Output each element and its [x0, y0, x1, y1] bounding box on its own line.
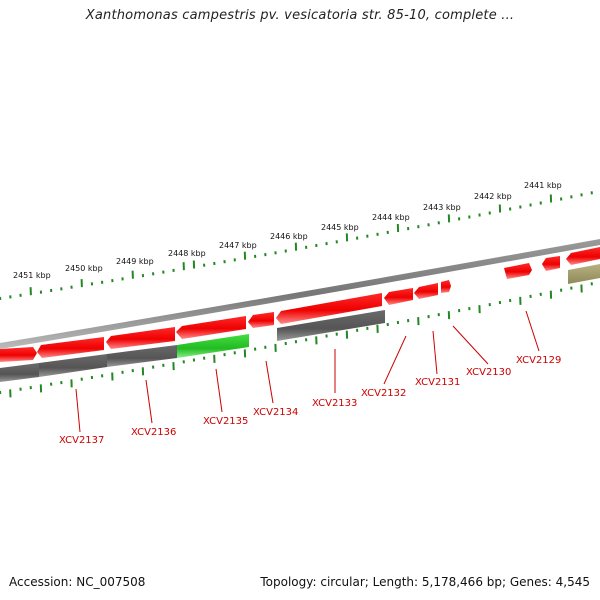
gene-forward-10[interactable]	[504, 263, 532, 279]
gene-forward-5[interactable]	[248, 312, 274, 328]
leader-xcv2136	[145, 379, 153, 424]
kbp-label-2446: 2446 kbp	[270, 232, 308, 241]
outer-tick-track	[0, 191, 593, 301]
gene-reverse-4[interactable]	[277, 310, 385, 341]
leader-xcv2129	[525, 310, 540, 352]
kbp-label-2443: 2443 kbp	[423, 203, 461, 212]
forward-strand-track	[0, 247, 600, 362]
gene-forward-8[interactable]	[414, 283, 438, 299]
kbp-label-2444: 2444 kbp	[372, 213, 410, 222]
gene-forward-2[interactable]	[37, 337, 104, 358]
reverse-strand-track	[0, 264, 600, 382]
gene-reverse-1[interactable]	[0, 363, 39, 382]
leader-xcv2137	[75, 388, 81, 433]
kbp-label-2451: 2451 kbp	[13, 271, 51, 280]
gene-forward-3[interactable]	[106, 327, 175, 349]
gene-label-xcv2134[interactable]: XCV2134	[253, 407, 298, 418]
kbp-label-group: 2451 kbp 2450 kbp 2449 kbp 2448 kbp 2447…	[13, 181, 562, 280]
gene-reverse-highlight[interactable]	[177, 334, 249, 358]
gene-forward-9[interactable]	[441, 280, 451, 293]
gene-forward-4[interactable]	[176, 316, 246, 339]
leader-xcv2132	[383, 335, 407, 385]
genome-backbone	[0, 239, 600, 349]
gene-label-xcv2133[interactable]: XCV2133	[312, 398, 357, 409]
gene-label-xcv2132[interactable]: XCV2132	[361, 388, 406, 399]
gene-label-group: XCV2137 XCV2136 XCV2135 XCV2134 XCV2133 …	[59, 355, 561, 446]
gene-forward-7[interactable]	[384, 288, 413, 305]
genome-summary-text: Topology: circular; Length: 5,178,466 bp…	[260, 575, 590, 589]
gene-label-xcv2129[interactable]: XCV2129	[516, 355, 561, 366]
leader-xcv2131	[432, 330, 438, 375]
gene-reverse-2[interactable]	[39, 354, 107, 377]
kbp-label-2441: 2441 kbp	[524, 181, 562, 190]
gene-forward-11[interactable]	[542, 256, 560, 271]
kbp-label-2447: 2447 kbp	[219, 241, 257, 250]
kbp-label-2448: 2448 kbp	[168, 249, 206, 258]
gene-label-xcv2137[interactable]: XCV2137	[59, 435, 104, 446]
kbp-label-2449: 2449 kbp	[116, 257, 154, 266]
gene-reverse-3[interactable]	[107, 345, 177, 367]
leader-xcv2135	[215, 368, 223, 413]
kbp-label-2445: 2445 kbp	[321, 223, 359, 232]
leader-xcv2134	[265, 360, 274, 404]
kbp-label-2442: 2442 kbp	[474, 192, 512, 201]
feature-other[interactable]	[568, 264, 600, 284]
leader-xcv2130	[452, 325, 489, 365]
gene-forward-1[interactable]	[0, 347, 37, 362]
inner-tick-track	[0, 282, 593, 398]
kbp-label-2450: 2450 kbp	[65, 264, 103, 273]
map-title: Xanthomonas campestris pv. vesicatoria s…	[85, 8, 515, 23]
gene-label-leaders	[75, 310, 540, 433]
gene-forward-6[interactable]	[276, 293, 382, 324]
gene-label-xcv2135[interactable]: XCV2135	[203, 416, 248, 427]
gene-label-xcv2136[interactable]: XCV2136	[131, 427, 176, 438]
gene-forward-12[interactable]	[566, 247, 600, 265]
gene-label-xcv2130[interactable]: XCV2130	[466, 367, 511, 378]
gene-label-xcv2131[interactable]: XCV2131	[415, 377, 460, 388]
accession-text: Accession: NC_007508	[9, 575, 146, 589]
